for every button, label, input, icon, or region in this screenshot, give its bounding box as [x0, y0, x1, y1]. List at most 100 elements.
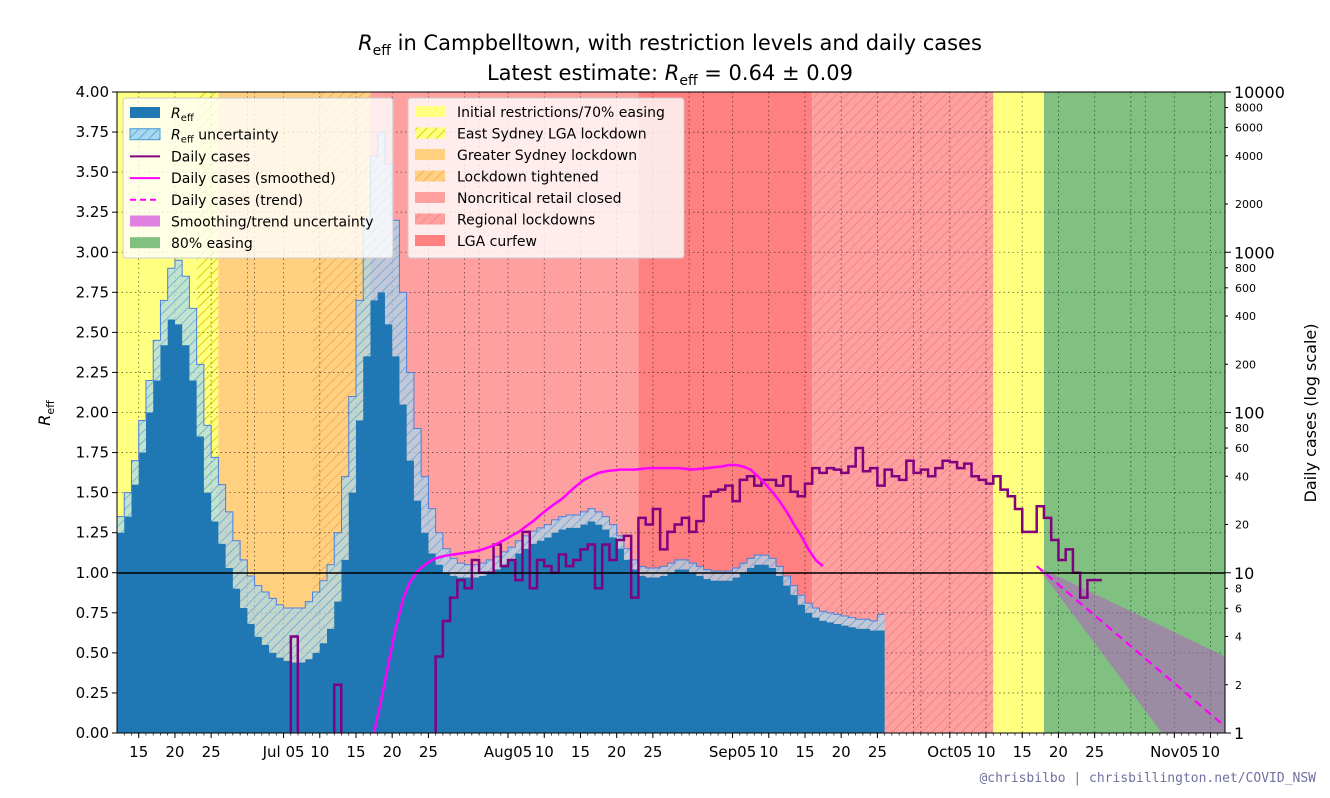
legend-right-label-5: Regional lockdowns: [457, 213, 595, 229]
legend-left: Reff Reff uncertainty Daily cases Daily cas…: [122, 97, 394, 259]
legend-right-box: [407, 97, 685, 259]
x-tick-label-7: 25: [419, 743, 438, 761]
y-tick-label-9: 2.25: [76, 363, 109, 381]
y-tick-label-6: 1.50: [76, 484, 109, 502]
legend-right-swatch-hatch-1: [415, 127, 445, 139]
chart-title-line1: Reff in Campbelltown, with restriction l…: [358, 31, 982, 59]
y2-minor-label-11: 800: [1235, 262, 1256, 275]
x-tick-label-2: 25: [202, 743, 221, 761]
y2-tick-label-4: 10000: [1234, 83, 1285, 102]
y2-minor-label-14: 6000: [1235, 122, 1263, 135]
y2-minor-label-10: 600: [1235, 282, 1256, 295]
x-tick-label-17: 25: [868, 743, 887, 761]
x-tick-label-4: 10: [310, 743, 329, 761]
legend-left-item-1: Reff uncertainty: [129, 128, 279, 146]
y-tick-label-8: 2.00: [76, 404, 109, 422]
y-tick-label-12: 3.00: [76, 243, 109, 261]
legend-right-swatch-hatch-3: [415, 170, 445, 182]
y-tick-label-4: 1.00: [76, 564, 109, 582]
x-tick-label-19: 10: [976, 743, 995, 761]
y2-minor-label-3: 8: [1235, 582, 1242, 595]
y-tick-label-7: 1.75: [76, 444, 109, 462]
daily-cases-layer: [289, 446, 1225, 733]
legend-right-label-0: Initial restrictions/70% easing: [457, 105, 665, 121]
chart-title-line2: Latest estimate: Reff = 0.64 ± 0.09: [487, 61, 853, 89]
y2-minor-label-9: 400: [1235, 310, 1256, 323]
x-tick-label-14: 10: [759, 743, 778, 761]
legend-left-label-6: 80% easing: [171, 236, 253, 252]
legend-left-label-4: Daily cases (trend): [171, 193, 303, 209]
y2-tick-label-2: 100: [1234, 404, 1265, 423]
y-tick-label-13: 3.25: [76, 203, 109, 221]
legend-right-swatch-6: [415, 235, 445, 246]
legend-left-label-3: Daily cases (smoothed): [171, 171, 336, 187]
legend-left-item-0: Reff: [130, 106, 195, 124]
x-axis: 15 20 25 Jul 05 10 15 20 25 Aug05 10 15 20 25 Sep05 10…: [123, 733, 1220, 761]
x-tick-label-18: Oct05: [927, 743, 972, 761]
x-tick-label-21: 20: [1049, 743, 1068, 761]
x-tick-label-0: 15: [129, 743, 148, 761]
legend-left-box: [122, 97, 394, 259]
legend-right-label-1: East Sydney LGA lockdown: [457, 127, 647, 143]
y-axis-right: 1 10 100 1000 10000 2 4 6 8 20 40 60 80 200 400 600 800 2…: [1225, 83, 1285, 743]
legend-right-label-2: Greater Sydney lockdown: [457, 148, 637, 164]
y2-minor-label-0: 2: [1235, 679, 1242, 692]
legend-left-item-4: Daily cases (trend): [130, 193, 303, 209]
legend-right-item-6: LGA curfew: [415, 234, 537, 250]
x-tick-label-5: 15: [346, 743, 365, 761]
x-tick-label-6: 20: [383, 743, 402, 761]
legend-left-item-5: Smoothing/trend uncertainty: [130, 215, 374, 231]
x-tick-label-13: Sep05: [709, 743, 756, 761]
y2-minor-label-8: 200: [1235, 358, 1256, 371]
x-tick-label-8: Aug05: [484, 743, 532, 761]
daily-cases-spike-0: [289, 635, 300, 733]
x-tick-label-22: 25: [1085, 743, 1104, 761]
x-tick-label-9: 10: [535, 743, 554, 761]
legend-left-label-1: Reff uncertainty: [171, 128, 279, 146]
reff-area-fill: [117, 292, 885, 733]
daily-cases-spike-1: [333, 683, 343, 733]
legend-swatch-reff-uncert-hatch: [130, 128, 160, 140]
y-tick-label-2: 0.50: [76, 644, 109, 662]
legend-left-label-0: Reff: [171, 106, 195, 124]
y2-minor-label-12: 2000: [1235, 198, 1263, 211]
y-tick-label-10: 2.50: [76, 323, 109, 341]
trend-uncertainty-band: [1036, 566, 1225, 733]
legend-right-item-3: Lockdown tightened: [415, 170, 599, 186]
x-tick-label-20: 15: [1013, 743, 1032, 761]
legend-left-label-2: Daily cases: [171, 149, 250, 165]
x-tick-label-16: 20: [832, 743, 851, 761]
legend-right-swatch-4: [415, 192, 445, 203]
legend-left-item-6: 80% easing: [130, 236, 253, 252]
y2-tick-label-1: 10: [1234, 564, 1254, 583]
y-tick-label-3: 0.75: [76, 604, 109, 622]
legend-left-label-5: Smoothing/trend uncertainty: [171, 215, 374, 231]
legend-swatch-reff: [130, 107, 160, 118]
y2-tick-label-3: 1000: [1234, 243, 1275, 262]
legend-left-item-3: Daily cases (smoothed): [130, 171, 336, 187]
y2-minor-label-2: 6: [1235, 602, 1242, 615]
y-tick-label-14: 3.50: [76, 163, 109, 181]
y2-tick-label-0: 1: [1234, 724, 1244, 743]
y2-minor-label-7: 80: [1235, 422, 1249, 435]
legend-right-swatch-2: [415, 149, 445, 160]
legend-right-swatch-0: [415, 106, 445, 117]
legend-left-item-2: Daily cases: [130, 149, 250, 165]
y2-minor-label-6: 60: [1235, 442, 1249, 455]
legend-right-item-5: Regional lockdowns: [415, 213, 595, 229]
legend-right-item-2: Greater Sydney lockdown: [415, 148, 637, 164]
smoothed-cases-line: [372, 463, 824, 733]
legend-right-item-0: Initial restrictions/70% easing: [415, 105, 665, 121]
y-axis-left: 0.00 0.25 0.50 0.75 1.00 1.25 1.50 1.75 2.00 2.25…: [76, 83, 117, 742]
y2-minor-label-13: 4000: [1235, 150, 1263, 163]
legend-right-label-4: Noncritical retail closed: [457, 191, 622, 207]
legend-right-swatch-hatch-5: [415, 213, 445, 225]
x-tick-label-15: 15: [795, 743, 814, 761]
legend-right: Initial restrictions/70% easing East Sydn…: [407, 97, 685, 259]
legend-swatch-trend-band: [130, 215, 160, 227]
y-tick-label-11: 2.75: [76, 283, 109, 301]
credit-text: @chrisbilbo | chrisbillington.net/COVID_…: [979, 771, 1316, 786]
y2-minor-label-15: 8000: [1235, 102, 1263, 115]
x-tick-label-10: 15: [571, 743, 590, 761]
